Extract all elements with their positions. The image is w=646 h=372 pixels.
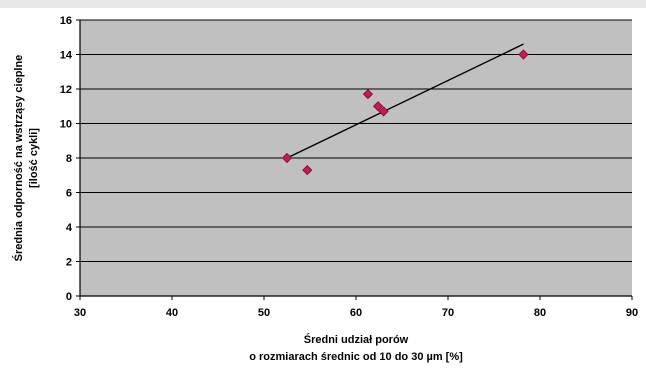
gridlines [80, 19, 632, 262]
y-tick-label-12: 12 [60, 84, 72, 96]
data-point-6 [518, 49, 529, 60]
trendline [286, 43, 524, 159]
x-tick-label-70: 70 [442, 307, 454, 319]
y-axis-title-line2: [ilość cykli] [28, 128, 40, 188]
y-tick-label-8: 8 [66, 153, 72, 165]
x-tick-label-60: 60 [350, 307, 362, 319]
data-point-1 [281, 152, 293, 164]
x-tick-label-80: 80 [534, 307, 546, 319]
axes [76, 19, 633, 300]
y-axis-title-line1: Średnia odporność na wstrząsy cieplne [12, 55, 25, 262]
data-points [281, 49, 529, 176]
x-tick-label-30: 30 [74, 307, 86, 319]
data-point-3 [362, 89, 374, 100]
x-tick-label-40: 40 [166, 307, 178, 319]
y-tick-label-0: 0 [66, 291, 72, 303]
x-tick-label-90: 90 [626, 307, 638, 319]
y-tick-label-10: 10 [60, 119, 72, 131]
y-tick-labels: 0 2 4 6 8 10 12 14 16 [60, 15, 73, 303]
x-axis-title-line2: o rozmiarach średnic od 10 do 30 µm [%] [249, 351, 463, 363]
y-tick-label-6: 6 [66, 188, 72, 200]
data-point-4 [373, 101, 384, 112]
x-axis-title-line1: Średni udział porów [304, 333, 409, 346]
data-point-2 [302, 165, 313, 176]
data-point-5 [378, 106, 389, 117]
y-tick-label-4: 4 [66, 222, 73, 234]
trendline-group [286, 43, 524, 159]
top-band [0, 0, 646, 8]
y-tick-label-14: 14 [60, 50, 73, 62]
x-tick-label-50: 50 [258, 307, 270, 319]
y-tick-label-2: 2 [66, 257, 72, 269]
x-tick-labels: 30 40 50 60 70 80 90 [74, 307, 638, 319]
y-tick-label-16: 16 [60, 15, 72, 27]
